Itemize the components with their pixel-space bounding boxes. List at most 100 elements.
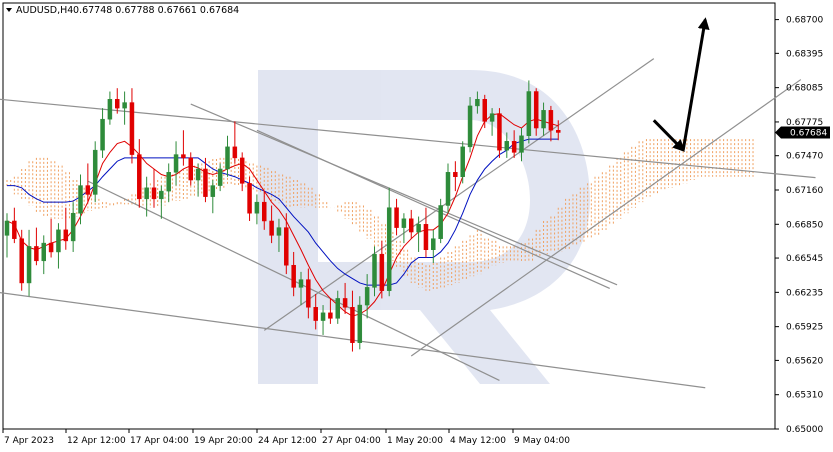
candle-body (335, 298, 340, 319)
trend-line-ascending-channel-lower[interactable] (410, 79, 802, 357)
candle-body (276, 227, 282, 236)
time-tick-label: 1 May 20:00 (387, 436, 443, 446)
candle-body (188, 157, 193, 181)
candle-body (100, 118, 105, 151)
candle-body (556, 129, 561, 133)
candle-body (541, 110, 546, 129)
candle-body (460, 146, 465, 177)
candle-body (497, 113, 502, 151)
price-tick-label: 0.68395 (786, 49, 823, 59)
trend-line-ascending-channel-upper[interactable] (263, 58, 655, 331)
chart-header: AUDUSD,H4 0.67748 0.67788 0.67661 0.6768… (6, 5, 239, 16)
candle-body (298, 279, 304, 288)
time-tick-label: 17 Apr 04:00 (130, 436, 189, 446)
candle-body (225, 146, 230, 170)
candle-body (122, 102, 127, 109)
price-tick-label: 0.67470 (786, 152, 823, 162)
candle-body (291, 264, 296, 288)
candle-body (137, 154, 142, 200)
trend-line-descending-channel-upper[interactable] (190, 103, 618, 286)
candle-body (504, 141, 510, 151)
price-tag-background (775, 126, 830, 139)
price-tag-value: 0.67684 (790, 128, 827, 138)
candle-body (401, 218, 407, 228)
trend-line-descending-channel-mid[interactable] (256, 129, 610, 290)
candle-body (56, 229, 61, 253)
candle-body (511, 141, 517, 153)
candle-body (48, 242, 54, 253)
dropdown-triangle-icon[interactable] (6, 8, 12, 12)
price-tick-label: 0.65620 (786, 356, 823, 366)
candle-body (342, 298, 348, 308)
price-tick-label: 0.67160 (786, 186, 823, 196)
candle-body (320, 312, 326, 321)
candle-body (173, 154, 179, 173)
candle-body (423, 224, 429, 250)
candle-body (26, 246, 32, 284)
candle-body (70, 212, 76, 242)
forecast-arrows (652, 17, 710, 152)
candle-body (489, 113, 495, 122)
candle-body (34, 246, 39, 262)
candle-body (63, 229, 69, 242)
candle-body (313, 307, 318, 321)
candle-body (394, 207, 399, 228)
candle-body (431, 238, 436, 250)
candle-body (416, 224, 421, 233)
time-tick-label: 24 Apr 12:00 (258, 436, 317, 446)
candle-body (548, 110, 554, 131)
current-price-tag: 0.67684 (775, 126, 830, 139)
candle-body (254, 201, 260, 214)
candle-body (19, 238, 24, 284)
time-tick-label: 9 May 04:00 (514, 436, 570, 446)
candle-body (526, 91, 532, 137)
candle-body (85, 185, 91, 195)
candle-body (284, 227, 289, 266)
candle-body (357, 304, 363, 343)
candle-body (217, 168, 223, 186)
arrow-forecast-down (652, 119, 685, 152)
candle-body (195, 168, 201, 181)
price-tick-label: 0.65925 (786, 323, 823, 333)
candle-body (364, 287, 370, 306)
candle-body (467, 105, 473, 148)
candle-body (41, 242, 46, 262)
price-tick-label: 0.66545 (786, 254, 823, 264)
time-tick-label: 19 Apr 20:00 (194, 436, 253, 446)
candle-body (533, 91, 539, 129)
candle-body (409, 218, 414, 233)
price-tick-label: 0.66850 (786, 220, 823, 230)
candle-body (386, 207, 392, 291)
candle-body (159, 190, 164, 200)
candle-body (247, 183, 252, 214)
time-tick-label: 7 Apr 2023 (4, 436, 54, 446)
price-tick-label: 0.65310 (786, 391, 823, 401)
candle-body (328, 312, 333, 319)
tenkan-sen-line (6, 113, 559, 317)
candle-body (107, 99, 113, 120)
ichimoku-lines (6, 113, 559, 317)
candle-body (92, 149, 98, 195)
candle-body (12, 220, 17, 239)
candle-body (144, 187, 149, 200)
candle-body (78, 185, 83, 214)
candlesticks (4, 80, 561, 352)
candle-body (4, 220, 10, 236)
candle-body (115, 99, 120, 109)
arrow-forecast-up (681, 17, 710, 151)
candle-body (445, 172, 451, 206)
candle-body (519, 135, 524, 153)
candle-body (262, 201, 267, 222)
candle-body (306, 279, 311, 308)
price-tick-label: 0.68700 (786, 16, 823, 26)
price-tick-label: 0.66235 (786, 288, 823, 298)
candle-body (438, 205, 443, 239)
time-axis: 7 Apr 2023 12 Apr 12:00 17 Apr 04:00 19 Apr… (2, 429, 570, 446)
candle-body (350, 307, 355, 343)
price-tick-label: 0.65000 (786, 425, 823, 435)
trend-line-upper-long-resistance[interactable] (0, 98, 816, 179)
candle-body (379, 253, 385, 291)
candle-body (129, 102, 135, 155)
